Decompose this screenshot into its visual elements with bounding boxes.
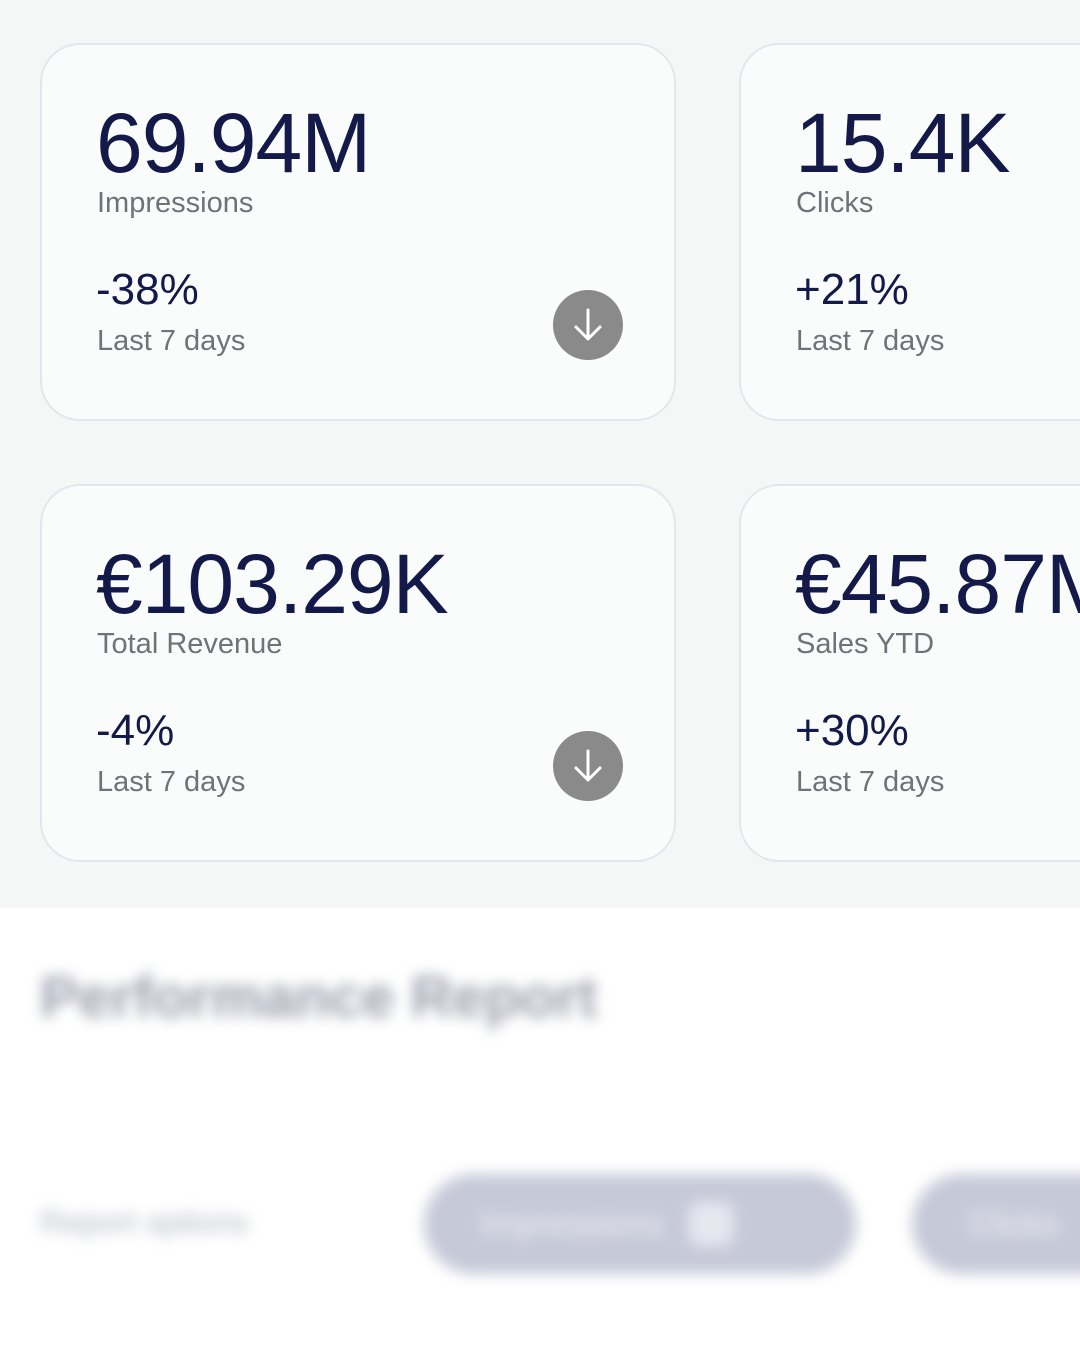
kpi-value: 15.4K	[795, 96, 1011, 190]
kpi-card-sales-ytd[interactable]: €45.87M Sales YTD +30% Last 7 days	[739, 484, 1080, 862]
arrow-down-icon	[574, 308, 602, 341]
kpi-value: €45.87M	[795, 537, 1080, 631]
kpi-delta: -4%	[96, 706, 175, 755]
section-title: Performance Report	[40, 965, 598, 1030]
pill-label: Clicks	[968, 1204, 1059, 1243]
performance-report-section: Performance Report Report options Impres…	[0, 908, 1080, 1350]
kpi-period: Last 7 days	[796, 325, 945, 357]
kpi-period: Last 7 days	[97, 766, 246, 798]
kpi-delta: +21%	[795, 265, 909, 314]
kpi-section: 69.94M Impressions -38% Last 7 days 15.4…	[40, 43, 1080, 862]
options-icon	[689, 1202, 734, 1246]
kpi-period: Last 7 days	[97, 325, 246, 357]
kpi-label: Impressions	[97, 187, 254, 219]
kpi-value: 69.94M	[96, 96, 371, 190]
pill-label: Impressions	[480, 1204, 664, 1243]
kpi-card-total-revenue[interactable]: €103.29K Total Revenue -4% Last 7 days	[40, 484, 676, 862]
kpi-label: Clicks	[796, 187, 874, 219]
trend-down-button[interactable]	[553, 731, 623, 801]
report-option-clicks[interactable]: Clicks	[912, 1174, 1080, 1274]
kpi-card-impressions[interactable]: 69.94M Impressions -38% Last 7 days	[40, 43, 676, 421]
kpi-label: Total Revenue	[97, 628, 283, 660]
trend-down-button[interactable]	[553, 290, 623, 360]
kpi-delta: +30%	[795, 706, 909, 755]
kpi-value: €103.29K	[96, 537, 449, 631]
report-option-impressions[interactable]: Impressions	[424, 1174, 856, 1274]
kpi-card-clicks[interactable]: 15.4K Clicks +21% Last 7 days	[739, 43, 1080, 421]
kpi-period: Last 7 days	[796, 766, 945, 798]
arrow-down-icon	[574, 749, 602, 782]
kpi-label: Sales YTD	[796, 628, 935, 660]
report-options-label: Report options	[40, 1204, 249, 1240]
kpi-delta: -38%	[96, 265, 199, 314]
